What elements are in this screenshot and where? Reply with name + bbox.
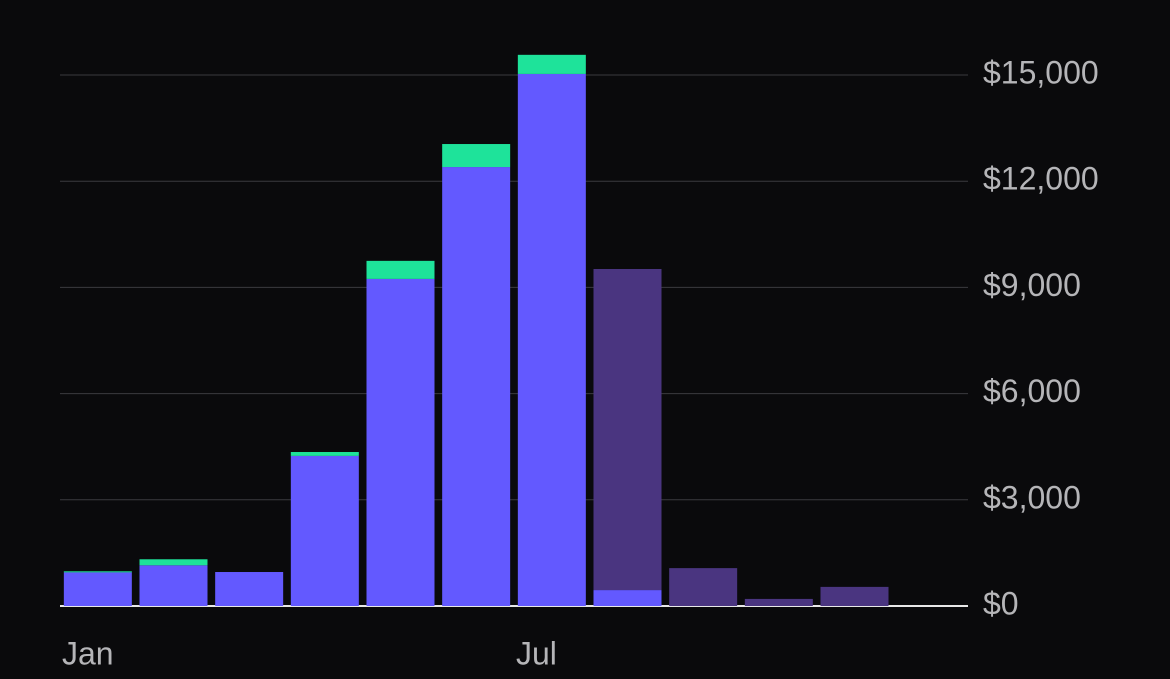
- y-tick-label: $12,000: [983, 161, 1099, 197]
- y-tick-label: $0: [983, 585, 1019, 621]
- bar-segment: [517, 54, 586, 74]
- bar-segment: [290, 455, 359, 606]
- bar-segment: [820, 586, 889, 606]
- bar-segment: [442, 167, 511, 607]
- bar-segment: [63, 572, 132, 606]
- y-tick-label: $6,000: [983, 373, 1081, 409]
- bar-segment: [669, 568, 738, 606]
- bar-segment: [366, 278, 435, 606]
- x-tick-label: Jul: [516, 635, 557, 671]
- bar-segment: [517, 73, 586, 607]
- bar-segment: [744, 598, 813, 606]
- bar-segment: [139, 559, 208, 566]
- bar-segment: [63, 571, 132, 573]
- bar-segment: [139, 565, 208, 606]
- y-tick-label: $3,000: [983, 479, 1081, 515]
- bar-segment: [215, 572, 284, 606]
- y-tick-label: $9,000: [983, 267, 1081, 303]
- y-tick-label: $15,000: [983, 54, 1099, 90]
- bar-segment: [366, 260, 435, 279]
- bar-segment: [442, 144, 511, 168]
- bar-segment: [593, 268, 662, 591]
- bar-segment: [290, 452, 359, 456]
- x-tick-label: Jan: [62, 635, 114, 671]
- bar-segment: [593, 590, 662, 606]
